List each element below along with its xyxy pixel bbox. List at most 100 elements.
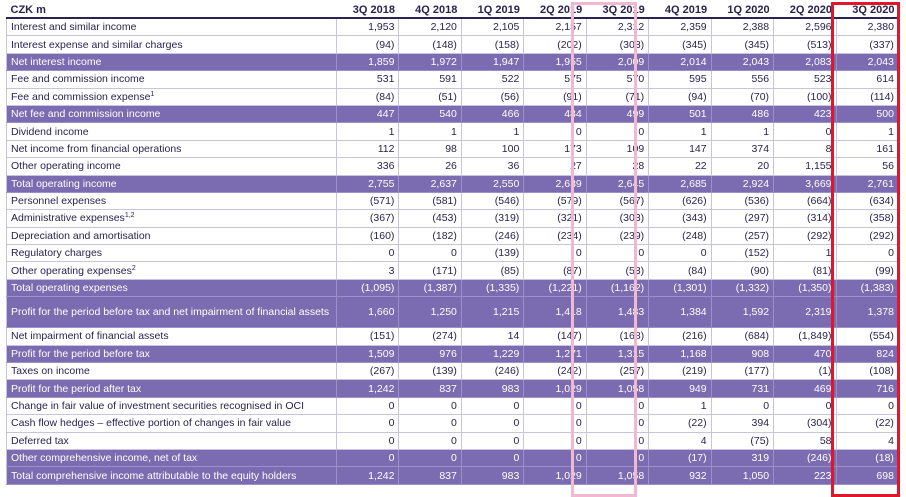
row-label-text: Administrative expenses xyxy=(11,212,125,225)
table-cell: 556 xyxy=(711,70,775,89)
table-cell: (571) xyxy=(336,192,400,211)
table-cell: 1,155 xyxy=(773,157,837,176)
row-label-text: Other operating income xyxy=(11,160,121,173)
table-cell: 0 xyxy=(461,432,525,450)
table-cell: (158) xyxy=(461,35,525,54)
table-cell: 1,229 xyxy=(461,345,525,364)
row-label: Cash flow hedges – effective portion of … xyxy=(6,414,337,433)
table-cell: (304) xyxy=(773,414,837,433)
table-cell: 983 xyxy=(461,379,525,398)
table-row-subtotal: Total operating expenses (1,095) (1,387) (1… xyxy=(6,279,899,298)
table-cell: 1,242 xyxy=(336,466,400,485)
table-cell: 1 xyxy=(398,122,462,141)
table-row: Personnel expenses (571) (581) (546) (579) (5… xyxy=(6,192,899,211)
table-cell: (56) xyxy=(461,88,525,106)
table-cell: 4 xyxy=(836,432,899,450)
table-cell: (151) xyxy=(336,327,400,346)
table-cell: 0 xyxy=(523,397,587,416)
table-cell: 161 xyxy=(836,140,899,159)
table-cell: (579) xyxy=(523,192,587,211)
row-label-text: Fee and commission expense xyxy=(11,90,151,103)
row-label-text: Interest and similar income xyxy=(11,21,137,34)
table-row-subtotal: Total comprehensive income attributable … xyxy=(6,466,899,485)
table-cell: 0 xyxy=(773,397,837,416)
table-cell: 0 xyxy=(336,397,400,416)
table-cell: 58 xyxy=(773,432,837,450)
table-cell: (1,849) xyxy=(773,327,837,346)
table-cell: (1,301) xyxy=(648,279,712,298)
table-row-subtotal: Profit for the period before tax and net… xyxy=(6,296,899,329)
table-cell: 2,924 xyxy=(711,175,775,193)
row-label-text: Profit for the period after tax xyxy=(11,382,142,395)
table-cell: (91) xyxy=(523,88,587,106)
table-cell: 1,660 xyxy=(336,296,400,329)
row-label: Total operating expenses xyxy=(6,279,337,298)
table-cell: 500 xyxy=(836,105,899,124)
table-cell: 100 xyxy=(461,140,525,159)
table-cell: 2,319 xyxy=(773,296,837,329)
table-cell: (303) xyxy=(586,209,650,228)
row-label: Other operating income xyxy=(6,157,337,176)
table-cell: 0 xyxy=(773,122,837,141)
row-label-text: Net impairment of financial assets xyxy=(11,330,169,343)
table-row: Change in fair value of investment secur… xyxy=(6,397,899,416)
table-cell: (1,332) xyxy=(711,279,775,298)
row-label-text: Total operating income xyxy=(11,177,117,190)
table-cell: 374 xyxy=(711,140,775,159)
table-cell: 1,418 xyxy=(523,296,587,329)
row-label-text: Total operating expenses xyxy=(11,282,128,295)
table-cell: 2,388 xyxy=(711,18,775,37)
column-header: 4Q 2019 xyxy=(648,2,712,19)
table-cell: 0 xyxy=(461,397,525,416)
row-label-text: Total comprehensive income attributable … xyxy=(11,469,297,482)
table-cell: (22) xyxy=(836,414,899,433)
table-cell: 98 xyxy=(398,140,462,159)
table-cell: 0 xyxy=(398,414,462,433)
table-cell: 1,483 xyxy=(586,296,650,329)
table-cell: 0 xyxy=(336,449,400,468)
table-cell: (71) xyxy=(586,88,650,106)
table-cell: 2,755 xyxy=(336,175,400,193)
table-cell: (99) xyxy=(836,261,899,280)
footnote-marker: 1,2 xyxy=(124,212,135,220)
row-label: Administrative expenses1,2 xyxy=(6,209,337,228)
table-cell: (292) xyxy=(836,227,899,246)
row-label: Profit for the period before tax and net… xyxy=(6,296,337,329)
table-cell: 27 xyxy=(523,157,587,176)
table-cell: (216) xyxy=(648,327,712,346)
column-header: 2Q 2020 xyxy=(773,2,836,19)
table-row: Other operating expenses2 3 (171) (85) (87)(… xyxy=(6,261,899,280)
table-cell: (453) xyxy=(398,209,462,228)
table-cell: 56 xyxy=(836,157,899,176)
table-cell: 466 xyxy=(461,105,525,124)
table-cell: (319) xyxy=(461,209,525,228)
table-cell: (234) xyxy=(523,227,587,246)
row-label: Total comprehensive income attributable … xyxy=(6,466,337,485)
table-cell: 0 xyxy=(836,244,899,263)
table-cell: 2,639 xyxy=(523,175,587,193)
table-cell: 2,359 xyxy=(648,18,712,37)
table-cell: (100) xyxy=(773,88,837,106)
table-cell: 0 xyxy=(398,432,462,450)
row-label: Profit for the period after tax xyxy=(6,379,337,398)
table-cell: (1,350) xyxy=(773,279,837,298)
table-cell: 522 xyxy=(461,70,525,89)
table-row-subtotal: Profit for the period before tax 1,509 976… xyxy=(6,345,899,364)
table-cell: (148) xyxy=(398,35,462,54)
table-cell: 109 xyxy=(586,140,650,159)
row-label: Net income from financial operations xyxy=(6,140,337,159)
row-label-text: Profit for the period before tax and net… xyxy=(11,306,330,319)
table-cell: 531 xyxy=(336,70,400,89)
table-cell: 2,105 xyxy=(461,18,525,37)
table-cell: (303) xyxy=(586,35,650,54)
table-cell: 0 xyxy=(523,414,587,433)
table-cell: 2,312 xyxy=(586,18,650,37)
table-cell: 336 xyxy=(336,157,400,176)
table-cell: 1,168 xyxy=(648,345,712,364)
table-cell: (248) xyxy=(648,227,712,246)
table-cell: 0 xyxy=(523,449,587,468)
row-label: Deferred tax xyxy=(6,432,337,450)
table-cell: 1 xyxy=(648,397,712,416)
table-cell: 0 xyxy=(523,244,587,263)
table-cell: 1,955 xyxy=(523,53,587,72)
